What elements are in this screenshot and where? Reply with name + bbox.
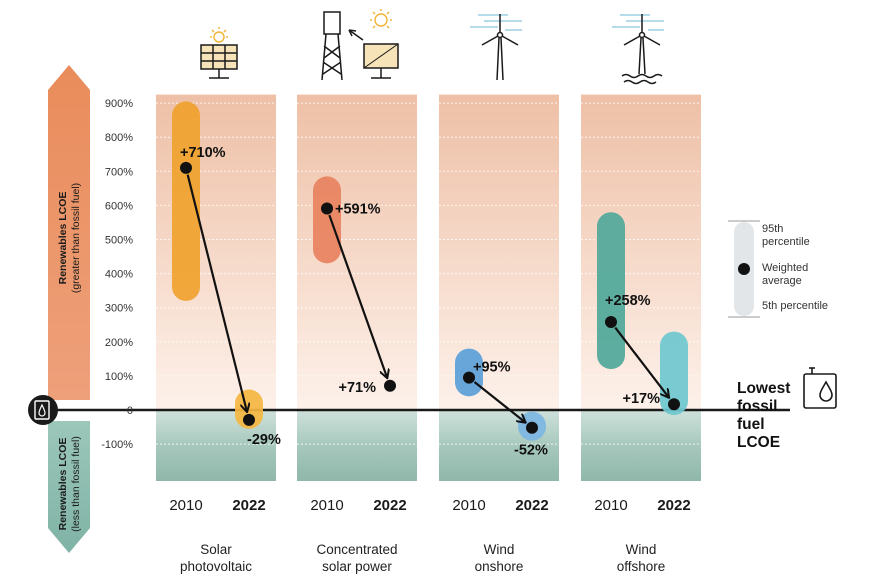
tech-label-line1: Concentrated [316, 542, 397, 557]
axis-bottom-label-2: (less than fossil fuel) [70, 436, 82, 532]
x-label-2022: 2022 [232, 497, 265, 514]
axis-top-label-1: Renewables LCOE [57, 192, 69, 285]
wind-onshore-icon [470, 14, 522, 81]
y-tick-label: 800% [105, 132, 133, 144]
x-label-2022: 2022 [373, 497, 406, 514]
tech-label-line1: Solar [200, 542, 232, 557]
average-dot-2010 [321, 202, 333, 215]
tech-label-line1: Wind [626, 542, 657, 557]
fossil-line4: LCOE [737, 434, 780, 451]
fossil-fuel-label: Lowest fossil fuel LCOE [737, 380, 790, 451]
wind-offshore-icon [612, 14, 664, 85]
legend-p95-line2: percentile [762, 236, 810, 248]
value-label-2010: +591% [335, 201, 381, 217]
value-label-2010: +258% [605, 293, 651, 309]
tech-label-line1: Wind [484, 542, 515, 557]
svg-text:fuel: fuel [737, 416, 765, 433]
legend-avg-line1: Weighted [762, 262, 808, 274]
panel-lower-bg [581, 410, 701, 481]
value-label-2022: -52% [514, 443, 548, 459]
concentrated-solar-icon [321, 9, 399, 81]
legend-average-dot [738, 263, 750, 275]
trend-arrow [614, 326, 668, 397]
value-label-2022: +17% [623, 391, 661, 407]
series-group-1: +591% +71% 2010 2022 Concentrated solar power [310, 176, 407, 574]
y-tick-label: 700% [105, 166, 133, 178]
svg-text:5th percentile: 5th percentile [762, 300, 828, 312]
svg-text:Weighted: Weighted [762, 262, 808, 274]
axis-top-label-2: (greater than fossil fuel) [70, 183, 82, 293]
average-dot-2022 [526, 421, 538, 434]
y-tick-label: -100% [101, 439, 133, 451]
average-dot-2010 [463, 371, 475, 384]
average-dot-2022 [243, 413, 255, 426]
solar-panel-icon [200, 27, 238, 79]
chart-marks: +710%-29%2010 2022Solarphotovoltaic+591%+… [169, 101, 691, 574]
tech-label-line2: solar power [322, 559, 392, 574]
panel-lower-bg [297, 410, 417, 481]
x-label-2010: 2010 [452, 497, 485, 514]
y-tick-label: 0 [127, 405, 133, 417]
range-bar-2010 [597, 212, 625, 370]
value-label-2022: +71% [339, 380, 377, 396]
average-dot-2010 [180, 161, 192, 174]
legend-p95-line1: 95th [762, 223, 783, 235]
x-label-2010: 2010 [310, 497, 343, 514]
series-group-2: +95% -52% 2010 2022 Wind onshore [452, 348, 549, 574]
axis-bottom-label-1: Renewables LCOE [57, 438, 69, 531]
svg-text:Lowest: Lowest [737, 380, 790, 397]
y-tick-label: 100% [105, 371, 133, 383]
svg-text:Renewables LCOE: Renewables LCOE [57, 438, 69, 531]
x-label-2022: 2022 [515, 497, 548, 514]
value-label-2010: +95% [473, 360, 511, 376]
fuel-can-icon [803, 367, 837, 409]
x-label-2010: 2010 [594, 497, 627, 514]
legend: 95th percentile Weighted average 5th per… [728, 220, 828, 318]
y-tick-label: 500% [105, 235, 133, 247]
lower-axis-arrow [48, 421, 90, 553]
legend-p5: 5th percentile [762, 300, 828, 312]
value-label-2022: -29% [247, 432, 281, 448]
trend-arrow [186, 174, 247, 411]
average-dot-2010 [605, 316, 617, 329]
fossil-line3: fuel [737, 416, 765, 433]
y-tick-label: 600% [105, 200, 133, 212]
svg-text:Renewables LCOE: Renewables LCOE [57, 192, 69, 285]
tech-label-line2: offshore [617, 559, 666, 574]
average-dot-2022 [384, 379, 396, 392]
trend-arrow [473, 381, 524, 422]
fossil-line1: Lowest [737, 380, 790, 397]
y-tick-label: 400% [105, 269, 133, 281]
svg-text:LCOE: LCOE [737, 434, 780, 451]
x-label-2010: 2010 [169, 497, 202, 514]
tech-label-line2: photovoltaic [180, 559, 252, 574]
svg-text:average: average [762, 275, 802, 287]
left-axis-arrow: Renewables LCOE (greater than fossil fue… [48, 65, 90, 553]
series-group-0: +710% -29% 2010 2022 Solar photovoltaic [169, 101, 281, 574]
fuel-drop-icon [28, 395, 58, 425]
y-tick-label: 300% [105, 303, 133, 315]
value-label-2010: +710% [180, 145, 226, 161]
svg-text:fossil: fossil [737, 398, 777, 415]
svg-text:95th: 95th [762, 223, 783, 235]
y-tick-label: 900% [105, 98, 133, 110]
x-label-2022: 2022 [657, 497, 690, 514]
range-bar-2010 [313, 176, 341, 264]
legend-avg-line2: average [762, 275, 802, 287]
average-dot-2022 [668, 398, 680, 411]
range-bar-2010 [172, 101, 200, 301]
svg-text:(less than fossil fuel): (less than fossil fuel) [70, 436, 82, 532]
series-group-3: +258% +17% 2010 2022 Wind offshore [594, 212, 691, 574]
y-tick-label: 200% [105, 337, 133, 349]
svg-text:(greater than fossil fuel): (greater than fossil fuel) [70, 183, 82, 293]
trend-arrow [328, 214, 387, 377]
svg-text:percentile: percentile [762, 236, 810, 248]
tech-label-line2: onshore [475, 559, 524, 574]
fossil-line2: fossil [737, 398, 777, 415]
upper-axis-arrow [48, 65, 90, 400]
